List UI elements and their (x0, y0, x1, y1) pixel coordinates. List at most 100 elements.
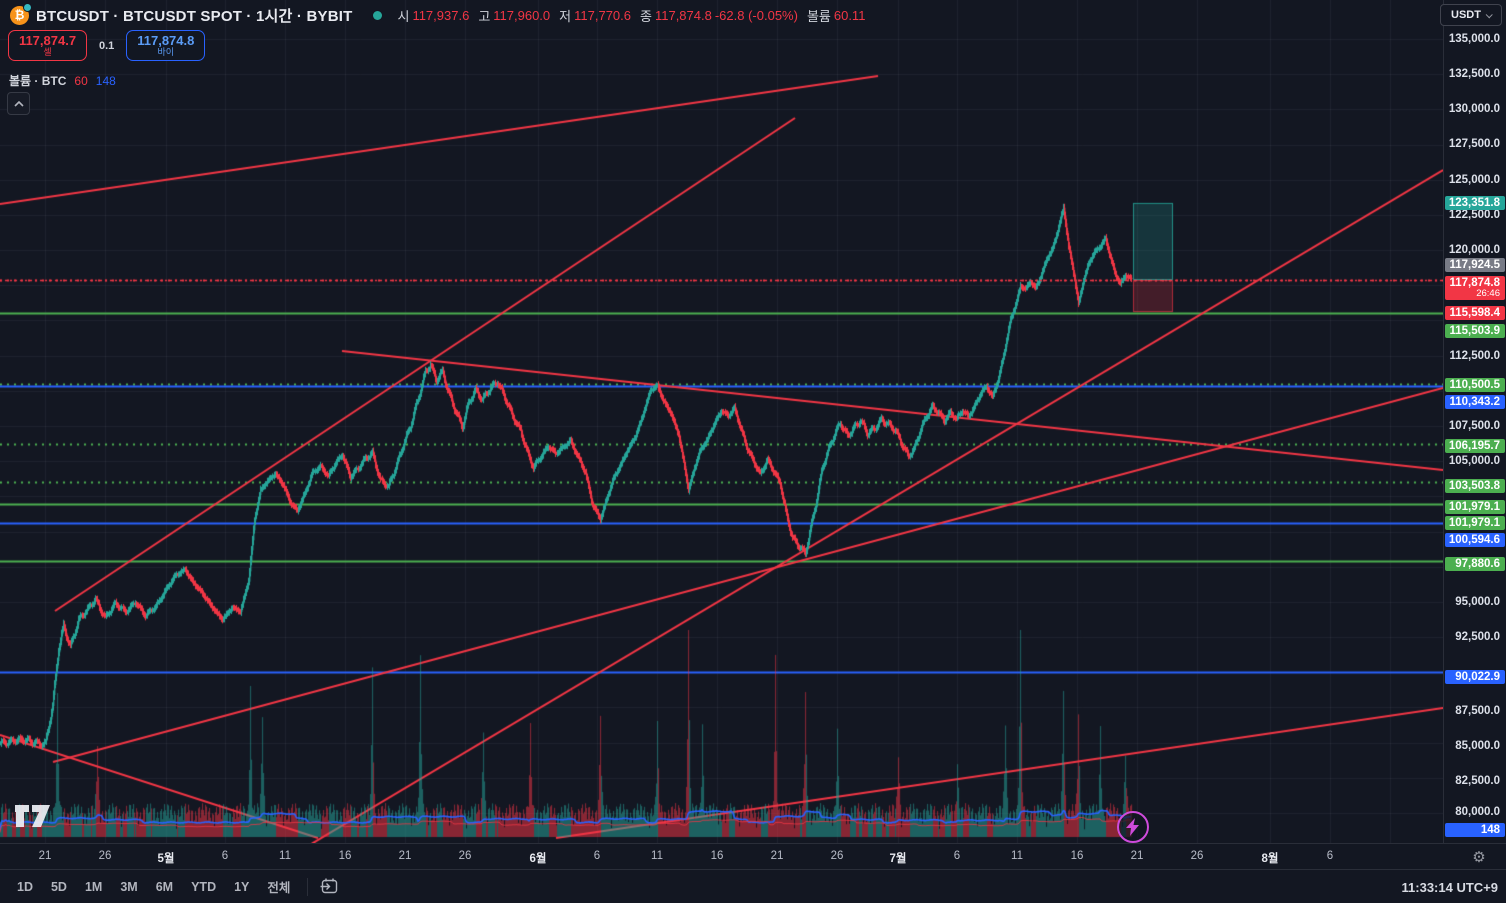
collapse-pane-button[interactable] (7, 92, 30, 115)
price-axis-label: 105,000.0 (1448, 455, 1500, 467)
time-axis-label: 11 (279, 850, 291, 862)
price-axis-label: 127,500.0 (1448, 138, 1500, 150)
chevron-up-icon (13, 100, 24, 107)
time-axis-label: 6 (593, 850, 601, 862)
price-badge: 101,979.1 (1445, 516, 1505, 530)
time-axis-label: 21 (1130, 850, 1144, 862)
symbol-title[interactable]: BTCUSDT · BTCUSDT SPOT · 1시간 · BYBIT (36, 7, 353, 25)
price-axis-label: 82,500.0 (1455, 775, 1500, 787)
price-axis-label: 92,500.0 (1455, 631, 1500, 643)
close-label: 종 (640, 8, 652, 24)
price-badge: 115,503.9 (1445, 324, 1505, 338)
price-axis-label: 87,500.0 (1455, 705, 1500, 717)
time-axis-label: 16 (338, 850, 352, 862)
price-axis-label: 132,500.0 (1448, 68, 1500, 80)
open-label: 시 (397, 8, 410, 24)
tradingview-logo (15, 805, 50, 827)
time-axis-label: 16 (1070, 850, 1084, 862)
order-panel: 117,874.7 셀 0.1 117,874.8 바이 (8, 30, 206, 61)
range-button-1y[interactable]: 1Y (234, 879, 250, 894)
price-badge: 117,874.8 26:46 (1445, 276, 1505, 300)
price-axis-label: 122,500.0 (1448, 209, 1500, 221)
spread-value: 0.1 (99, 39, 115, 52)
price-badge: 110,500.5 (1445, 378, 1505, 392)
price-badge: 101,979.1 (1445, 500, 1505, 514)
time-axis-label: 11 (1011, 850, 1023, 862)
time-axis-label: 21 (770, 850, 784, 862)
time-axis-label: 11 (651, 850, 663, 862)
buy-button[interactable]: 117,874.8 바이 (126, 30, 206, 61)
timezone-clock[interactable]: 11:33:14 UTC+9 (1401, 879, 1498, 895)
symbol-legend: ₿ BTCUSDT · BTCUSDT SPOT · 1시간 · BYBIT 시… (10, 2, 865, 25)
axis-settings-gear-icon[interactable]: ⚙ (1472, 849, 1486, 866)
price-badge: 97,880.6 (1445, 557, 1505, 571)
time-axis-label: 6 (1326, 850, 1334, 862)
price-axis-label: 120,000.0 (1448, 244, 1500, 256)
range-button-6m[interactable]: 6M (155, 879, 174, 894)
time-axis-label: 26 (1190, 850, 1204, 862)
time-axis-label: 6 (953, 850, 961, 862)
go-to-date-button[interactable] (316, 876, 342, 898)
range-button-1m[interactable]: 1M (84, 879, 103, 894)
price-badge: 106,195.7 (1445, 439, 1505, 453)
time-axis-label: 21 (398, 850, 412, 862)
chart-plot-area[interactable] (0, 0, 1443, 843)
price-badge: 115,598.4 (1445, 306, 1505, 320)
time-axis[interactable]: ⚙ 21 26 5월 6 11 16 21 26 6월 6 11 16 21 26 7월 6 11 16 21 26 8… (0, 843, 1506, 869)
market-status-icon (373, 10, 383, 20)
chevron-down-icon (1485, 10, 1493, 18)
time-axis-label: 6 (221, 850, 229, 862)
range-button-ytd[interactable]: YTD (191, 879, 217, 894)
bottom-toolbar: 1D 5D 1M 3M 6M YTD 1Y 전체 11:33:14 UTC+9 (0, 869, 1506, 903)
price-badge: 100,594.6 (1445, 533, 1505, 547)
time-axis-label: 26 (98, 850, 112, 862)
range-button-1d[interactable]: 1D (17, 879, 33, 894)
indicator-name[interactable]: 볼륨 · BTC (9, 74, 67, 88)
price-badge: 110,343.2 (1445, 395, 1505, 409)
time-axis-label: 5월 (157, 853, 175, 865)
range-button-전체[interactable]: 전체 (267, 881, 291, 895)
price-badge: 117,924.5 (1445, 258, 1505, 272)
open-value: 117,937.6 (412, 7, 470, 23)
volume-ma-slow-value: 148 (95, 73, 116, 88)
time-axis-label: 6월 (529, 853, 547, 865)
toolbar-divider (307, 877, 309, 896)
price-axis[interactable]: 135,000.0 132,500.0 130,000.0 127,500.0 125,… (1443, 0, 1506, 843)
price-axis-label: 125,000.0 (1448, 174, 1500, 186)
volume-label: 볼륨 (806, 8, 831, 24)
price-axis-label: 112,500.0 (1449, 350, 1500, 362)
range-button-5d[interactable]: 5D (50, 879, 67, 894)
time-axis-label: 26 (830, 850, 844, 862)
date-range-buttons: 1D 5D 1M 3M 6M YTD 1Y 전체 (8, 873, 299, 900)
range-button-3m[interactable]: 3M (120, 879, 138, 894)
price-axis-label: 80,000.0 (1455, 806, 1500, 818)
time-axis-label: 7월 (889, 853, 907, 865)
low-label: 저 (559, 8, 572, 24)
time-axis-label: 8월 (1261, 853, 1279, 865)
close-value: 117,874.8 (654, 7, 712, 23)
sell-button[interactable]: 117,874.7 셀 (8, 30, 87, 61)
price-axis-label: 135,000.0 (1448, 33, 1500, 45)
price-axis-label: 130,000.0 (1448, 103, 1500, 115)
time-axis-label: 16 (710, 850, 724, 862)
price-badge: 123,351.8 (1445, 196, 1505, 210)
price-axis-label: 95,000.0 (1455, 596, 1500, 608)
bitcoin-icon: ₿ (10, 2, 32, 25)
price-axis-label: 107,500.0 (1448, 420, 1500, 432)
currency-selector[interactable]: USDT (1440, 4, 1502, 26)
ohlc-values: 시 117,937.6 고 117,960.0 저 117,770.6 종 11… (397, 6, 865, 25)
volume-value: 60.11 (833, 7, 866, 23)
volume-ma-fast-value: 60 (74, 73, 88, 88)
quick-order-button[interactable] (1117, 811, 1149, 843)
change-value: -62.8 (-0.05%) (714, 7, 798, 23)
low-value: 117,770.6 (574, 7, 631, 23)
high-value: 117,960.0 (493, 7, 551, 23)
price-badge: 148 (1445, 823, 1505, 837)
lightning-icon (1126, 818, 1139, 836)
price-badge: 90,022.9 (1445, 670, 1505, 684)
calendar-icon (320, 878, 338, 894)
high-label: 고 (478, 8, 491, 24)
time-axis-label: 21 (38, 850, 52, 862)
price-badge: 103,503.8 (1445, 479, 1505, 493)
